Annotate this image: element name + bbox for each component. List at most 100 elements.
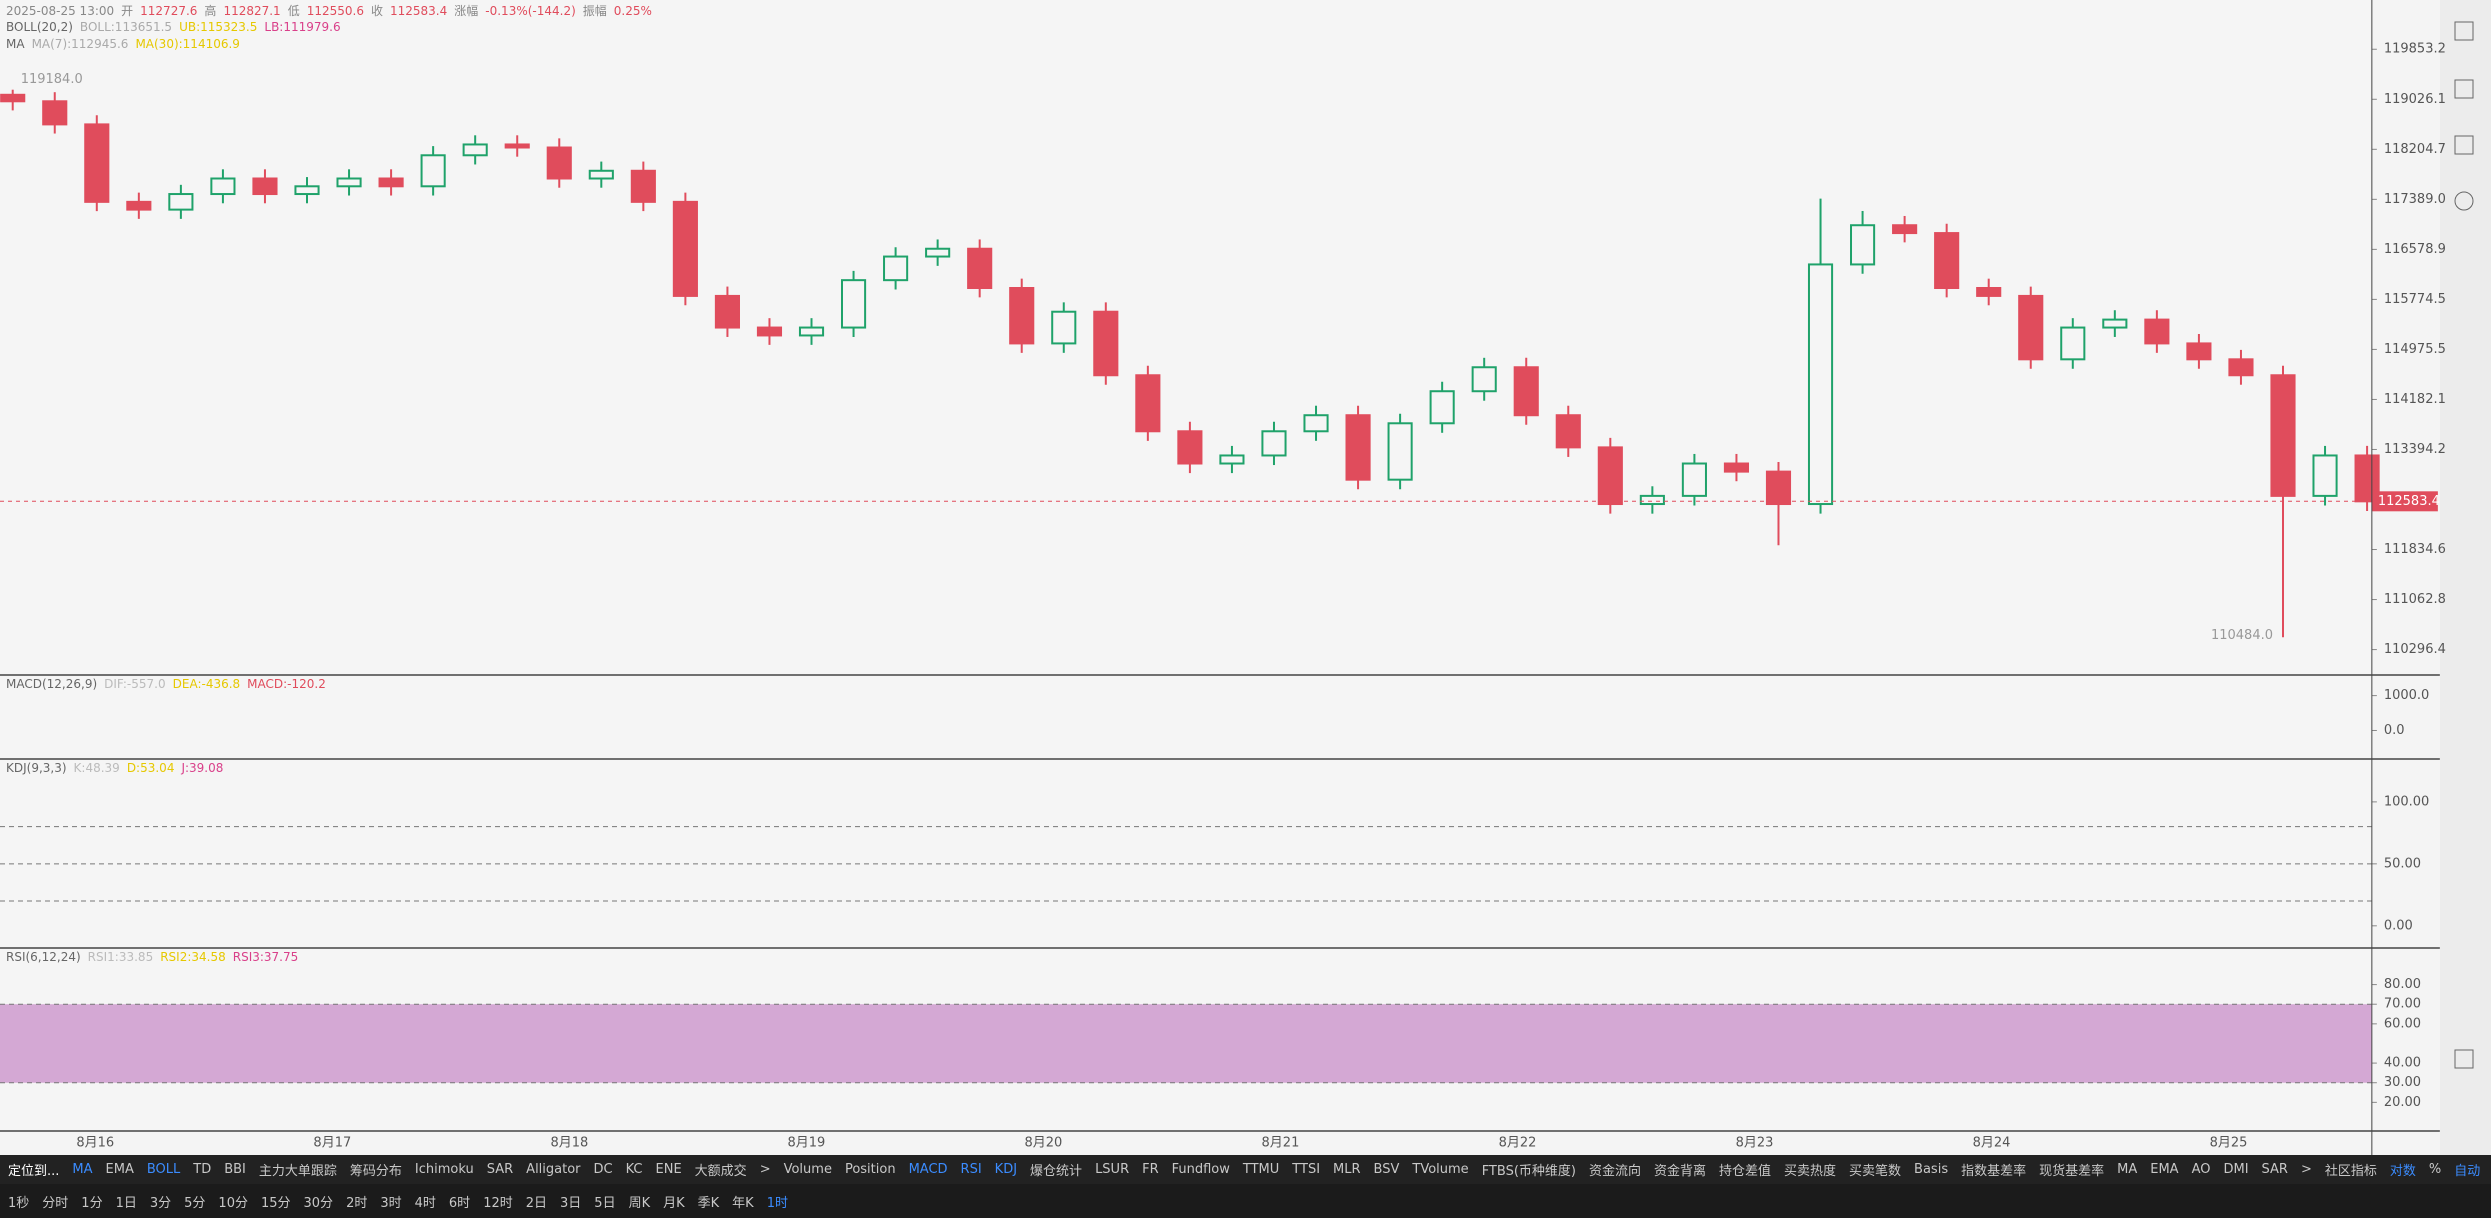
toolbar-item[interactable]: 分时 bbox=[42, 1195, 69, 1211]
toolbar-item[interactable]: 资金流向 bbox=[1588, 1164, 1641, 1179]
toolbar-item[interactable]: 4时 bbox=[414, 1195, 436, 1211]
candle-body bbox=[378, 177, 404, 188]
toolbar-item[interactable]: 3时 bbox=[380, 1195, 402, 1211]
toolbar-item[interactable]: EMA bbox=[2150, 1162, 2179, 1177]
toolbar-item[interactable]: 3分 bbox=[149, 1195, 172, 1211]
toolbar-item[interactable]: 10分 bbox=[218, 1195, 248, 1211]
toolbar-item[interactable]: MA bbox=[72, 1162, 93, 1177]
toolbar-item[interactable]: EMA bbox=[105, 1162, 134, 1177]
toolbar-item[interactable]: SAR bbox=[486, 1162, 514, 1177]
candle-body bbox=[1723, 462, 1750, 473]
header-item: MA(7):112945.6 bbox=[31, 37, 129, 51]
toolbar-item[interactable]: 买卖笔数 bbox=[1849, 1164, 1902, 1179]
toolbar-item[interactable]: 指数基差率 bbox=[1961, 1164, 2027, 1179]
toolbar-item[interactable]: 定位到... bbox=[8, 1164, 60, 1179]
toolbar-item[interactable]: TTSI bbox=[1292, 1162, 1321, 1177]
toolbar-item[interactable]: MA bbox=[2117, 1162, 2138, 1177]
toolbar-item[interactable]: 周K bbox=[628, 1195, 651, 1211]
chart: 119853.2 119026.1 118204.7 117389.0 116578.9… bbox=[0, 0, 2474, 1155]
toolbar-item[interactable]: 买卖热度 bbox=[1784, 1164, 1837, 1179]
sidebar-icon[interactable] bbox=[2454, 21, 2474, 41]
toolbar-item[interactable]: 持仓差值 bbox=[1719, 1164, 1772, 1179]
toolbar-item[interactable]: KC bbox=[625, 1162, 643, 1177]
toolbar-item[interactable]: 2时 bbox=[346, 1195, 368, 1211]
toolbar-item[interactable]: Alligator bbox=[526, 1162, 581, 1177]
candle-body bbox=[420, 154, 446, 188]
toolbar-item[interactable]: KDJ bbox=[994, 1162, 1018, 1177]
toolbar-item[interactable]: 社区指标 bbox=[2324, 1164, 2377, 1179]
toolbar-item[interactable]: 大额成交 bbox=[694, 1164, 747, 1179]
toolbar-item[interactable]: 年K bbox=[732, 1195, 754, 1211]
toolbar-item[interactable]: 季K bbox=[697, 1195, 720, 1211]
toolbar-item[interactable]: 12时 bbox=[483, 1195, 513, 1211]
candle-body bbox=[2186, 342, 2212, 361]
candle-body bbox=[1261, 430, 1287, 457]
candle-body bbox=[1597, 446, 1623, 506]
toolbar-item[interactable]: RSI bbox=[960, 1162, 982, 1177]
toolbar-item[interactable]: 现货基差率 bbox=[2039, 1164, 2105, 1179]
sidebar-icon[interactable] bbox=[2454, 191, 2474, 211]
x-tick-label: 8月18 bbox=[550, 1136, 588, 1151]
toolbar-item[interactable]: 1秒 bbox=[8, 1195, 30, 1211]
toolbar-item[interactable]: FR bbox=[1142, 1162, 1159, 1177]
toolbar-item[interactable]: Fundflow bbox=[1171, 1162, 1230, 1177]
toolbar-item[interactable]: Position bbox=[844, 1162, 896, 1177]
candle-body bbox=[840, 279, 867, 329]
toolbar-item[interactable]: TTMU bbox=[1242, 1162, 1280, 1177]
legend-item: J:39.08 bbox=[181, 761, 224, 775]
toolbar-item[interactable]: DMI bbox=[2223, 1162, 2249, 1177]
toolbar-item[interactable]: 1时 bbox=[766, 1195, 788, 1211]
toolbar-item[interactable]: 月K bbox=[663, 1195, 685, 1211]
toolbar-item[interactable]: > bbox=[2300, 1162, 2312, 1177]
toolbar-item[interactable]: 30分 bbox=[303, 1195, 334, 1211]
toolbar-item[interactable]: TVolume bbox=[1412, 1162, 1469, 1177]
toolbar-item[interactable]: 资金背离 bbox=[1653, 1164, 1706, 1179]
toolbar-item[interactable]: 1分 bbox=[81, 1195, 103, 1211]
toolbar-item[interactable]: 5日 bbox=[594, 1195, 616, 1211]
x-tick-label: 8月17 bbox=[313, 1136, 351, 1151]
y-tick-label: 119026.1 bbox=[2384, 92, 2446, 107]
toolbar-item[interactable]: TD bbox=[193, 1162, 212, 1177]
candle-body bbox=[2102, 318, 2128, 329]
toolbar-item[interactable]: ENE bbox=[655, 1162, 682, 1177]
toolbar-item[interactable]: SAR bbox=[2261, 1162, 2288, 1177]
toolbar-item[interactable]: 5分 bbox=[184, 1195, 206, 1211]
toolbar-item[interactable]: 对数 bbox=[2389, 1164, 2416, 1179]
toolbar-item[interactable]: BOLL bbox=[146, 1162, 181, 1177]
candle-body bbox=[1177, 430, 1203, 465]
header-row: BOLL(20,2) BOLL:113651.5 UB:115323.5 LB:111… bbox=[6, 20, 341, 34]
candle-body bbox=[1639, 494, 1665, 506]
toolbar-item[interactable]: 1日 bbox=[115, 1195, 137, 1211]
annotation: 110484.0 bbox=[2211, 628, 2273, 643]
toolbar-item[interactable]: 自动 bbox=[2454, 1164, 2481, 1179]
header-row: MA MA(7):112945.6 MA(30):114106.9 bbox=[6, 37, 240, 51]
toolbar-item[interactable]: BBI bbox=[224, 1162, 246, 1177]
toolbar-item[interactable]: 爆仓统计 bbox=[1030, 1164, 1083, 1179]
indicator-legend: MACD(12,26,9) DIF:-557.0 DEA:-436.8 MACD:-1… bbox=[6, 677, 326, 691]
toolbar-item[interactable]: DC bbox=[593, 1162, 613, 1177]
sidebar-icon[interactable] bbox=[2454, 1049, 2474, 1069]
toolbar-item[interactable]: Ichimoku bbox=[414, 1162, 474, 1177]
sidebar-icon[interactable] bbox=[2454, 135, 2474, 155]
toolbar-item[interactable]: 15分 bbox=[260, 1195, 291, 1211]
toolbar-item[interactable]: BSV bbox=[1373, 1162, 1400, 1177]
toolbar-item[interactable]: > bbox=[759, 1162, 771, 1177]
toolbar-item[interactable]: FTBS(币种维度) bbox=[1481, 1164, 1576, 1179]
toolbar-item[interactable]: 主力大单跟踪 bbox=[258, 1164, 337, 1179]
y-tick-label: 100.00 bbox=[2384, 794, 2430, 809]
header-item: 开 bbox=[121, 4, 134, 18]
toolbar-item[interactable]: 6时 bbox=[448, 1195, 471, 1211]
toolbar-item[interactable]: 筹码分布 bbox=[349, 1164, 402, 1179]
toolbar-item[interactable]: AO bbox=[2191, 1162, 2211, 1177]
toolbar-item[interactable]: LSUR bbox=[1095, 1162, 1130, 1177]
toolbar-item[interactable]: Basis bbox=[1914, 1162, 1949, 1177]
toolbar-item[interactable]: Volume bbox=[783, 1162, 832, 1177]
toolbar-item[interactable]: 3日 bbox=[560, 1195, 582, 1211]
toolbar-item[interactable]: MACD bbox=[908, 1162, 948, 1177]
y-tick-label: 113394.2 bbox=[2384, 442, 2446, 457]
x-tick-label: 8月19 bbox=[787, 1136, 825, 1151]
sidebar-icon[interactable] bbox=[2454, 79, 2474, 99]
toolbar-item[interactable]: MLR bbox=[1333, 1162, 1361, 1177]
toolbar-item[interactable]: % bbox=[2428, 1162, 2442, 1177]
toolbar-item[interactable]: 2日 bbox=[525, 1195, 548, 1211]
